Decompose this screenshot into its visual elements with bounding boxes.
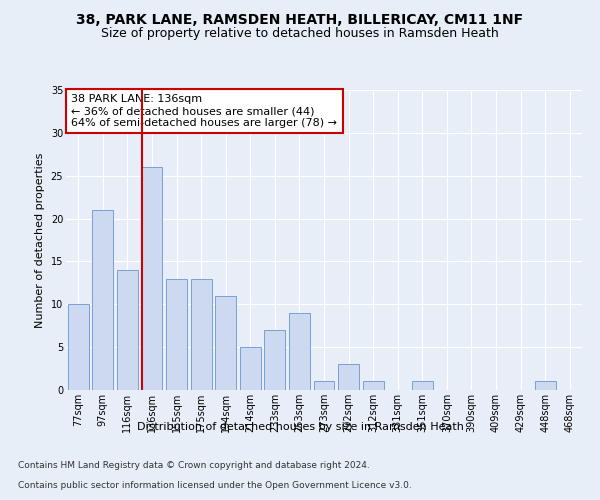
Text: Contains public sector information licensed under the Open Government Licence v3: Contains public sector information licen…: [18, 481, 412, 490]
Y-axis label: Number of detached properties: Number of detached properties: [35, 152, 45, 328]
Bar: [68, 304, 89, 390]
Bar: [92, 210, 113, 390]
Bar: [314, 382, 334, 390]
Bar: [191, 278, 212, 390]
Bar: [338, 364, 359, 390]
Text: 38 PARK LANE: 136sqm
← 36% of detached houses are smaller (44)
64% of semi-detac: 38 PARK LANE: 136sqm ← 36% of detached h…: [71, 94, 337, 128]
Bar: [362, 382, 383, 390]
Bar: [412, 382, 433, 390]
Bar: [289, 313, 310, 390]
Bar: [117, 270, 138, 390]
Bar: [166, 278, 187, 390]
Text: 38, PARK LANE, RAMSDEN HEATH, BILLERICAY, CM11 1NF: 38, PARK LANE, RAMSDEN HEATH, BILLERICAY…: [76, 12, 524, 26]
Text: Contains HM Land Registry data © Crown copyright and database right 2024.: Contains HM Land Registry data © Crown c…: [18, 461, 370, 470]
Bar: [535, 382, 556, 390]
Bar: [240, 347, 261, 390]
Bar: [265, 330, 286, 390]
Text: Distribution of detached houses by size in Ramsden Heath: Distribution of detached houses by size …: [137, 422, 463, 432]
Text: Size of property relative to detached houses in Ramsden Heath: Size of property relative to detached ho…: [101, 28, 499, 40]
Bar: [215, 296, 236, 390]
Bar: [142, 167, 163, 390]
